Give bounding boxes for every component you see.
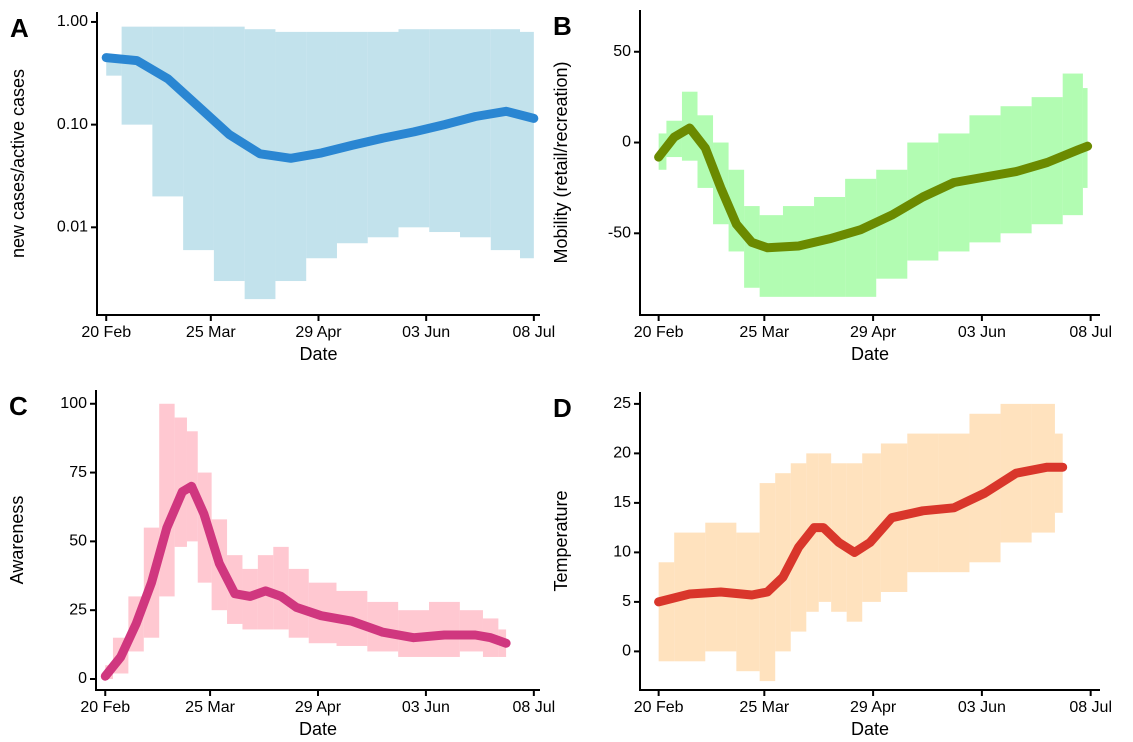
smooth-line — [654, 123, 1093, 253]
y-tick-label: 75 — [69, 464, 87, 481]
panel-letter: C — [9, 391, 28, 421]
scatter-cloud — [862, 453, 881, 602]
scatter-cloud — [336, 31, 368, 244]
x-axis-title: Date — [299, 719, 337, 739]
x-tick-label: 20 Feb — [634, 324, 684, 341]
y-tick-label: 0 — [78, 670, 87, 687]
y-tick-label: 0.10 — [57, 116, 88, 133]
x-tick-label: 03 Jun — [402, 699, 450, 716]
x-tick-label: 08 Jul — [1069, 324, 1112, 341]
x-tick-label: 25 Mar — [739, 699, 789, 716]
x-axis-title: Date — [851, 344, 889, 364]
y-axis-title: Awareness — [7, 496, 27, 585]
y-tick-label: 20 — [613, 445, 631, 462]
smooth-line — [100, 481, 511, 681]
scatter-cloud — [244, 29, 276, 300]
smooth-line — [101, 53, 539, 163]
scatter-cloud — [782, 206, 815, 297]
y-tick-label: 50 — [613, 43, 631, 60]
scatter-cloud — [306, 31, 337, 259]
scatter-cloud — [736, 532, 760, 672]
scatter-cloud — [705, 522, 737, 652]
smooth-line — [654, 462, 1068, 607]
scatter-cloud — [288, 568, 309, 638]
y-tick-label: 15 — [613, 494, 631, 511]
panel-letter: B — [553, 11, 572, 41]
scatter-cloud — [1062, 73, 1083, 216]
y-tick-label: -50 — [608, 225, 631, 242]
x-tick-label: 08 Jul — [1069, 699, 1112, 716]
x-tick-label: 08 Jul — [512, 324, 555, 341]
scatter-cloud — [1054, 433, 1063, 513]
x-tick-label: 03 Jun — [958, 699, 1006, 716]
y-tick-label: 1.00 — [57, 13, 88, 30]
panel-letter: A — [10, 13, 29, 43]
scatter-cloud — [814, 196, 846, 297]
x-axis-title: Date — [299, 344, 337, 364]
scatter-cloud — [460, 29, 491, 238]
y-tick-label: 0.01 — [57, 219, 88, 236]
x-tick-label: 20 Feb — [81, 324, 131, 341]
y-tick-label: 25 — [613, 395, 631, 412]
scatter-cloud — [273, 546, 289, 630]
scatter-cloud — [846, 463, 863, 622]
scatter-cloud — [520, 31, 534, 259]
scatter-cloud — [658, 562, 675, 662]
x-tick-label: 29 Apr — [850, 324, 897, 341]
scatter-cloud — [938, 133, 970, 252]
x-tick-label: 20 Feb — [80, 699, 130, 716]
x-tick-label: 20 Feb — [634, 699, 684, 716]
y-tick-label: 5 — [622, 593, 631, 610]
scatter-cloud — [759, 215, 783, 297]
scatter-cloud — [429, 601, 460, 657]
x-axis-title: Date — [851, 719, 889, 739]
panel-letter: D — [553, 393, 572, 423]
x-tick-label: 25 Mar — [739, 324, 789, 341]
scatter-cloud — [1082, 88, 1088, 188]
y-axis-title: new cases/active cases — [8, 69, 28, 258]
scatter-cloud — [121, 26, 153, 125]
scatter-cloud — [775, 473, 791, 652]
x-tick-label: 08 Jul — [512, 699, 555, 716]
x-tick-label: 29 Apr — [295, 699, 342, 716]
x-tick-label: 25 Mar — [186, 324, 236, 341]
x-tick-label: 03 Jun — [402, 324, 450, 341]
y-tick-label: 100 — [60, 395, 87, 412]
y-tick-label: 0 — [622, 643, 631, 660]
scatter-cloud — [213, 26, 245, 282]
x-tick-label: 29 Apr — [850, 699, 897, 716]
y-axis-title: Mobility (retail/recreation) — [551, 61, 571, 263]
y-tick-label: 25 — [69, 601, 87, 618]
scatter-cloud — [152, 26, 184, 197]
y-tick-label: 50 — [69, 533, 87, 550]
scatter-cloud — [490, 29, 521, 251]
x-tick-label: 29 Apr — [295, 324, 342, 341]
y-tick-label: 0 — [622, 134, 631, 151]
scatter-cloud — [759, 483, 776, 682]
y-tick-label: 10 — [613, 544, 631, 561]
y-axis-title: Temperature — [551, 490, 571, 591]
scatter-cloud — [183, 26, 214, 251]
x-tick-label: 03 Jun — [958, 324, 1006, 341]
scatter-cloud — [845, 178, 877, 297]
scatter-cloud — [907, 433, 939, 573]
scatter-cloud — [174, 417, 187, 547]
scatter-cloud — [159, 403, 175, 597]
x-tick-label: 25 Mar — [185, 699, 235, 716]
